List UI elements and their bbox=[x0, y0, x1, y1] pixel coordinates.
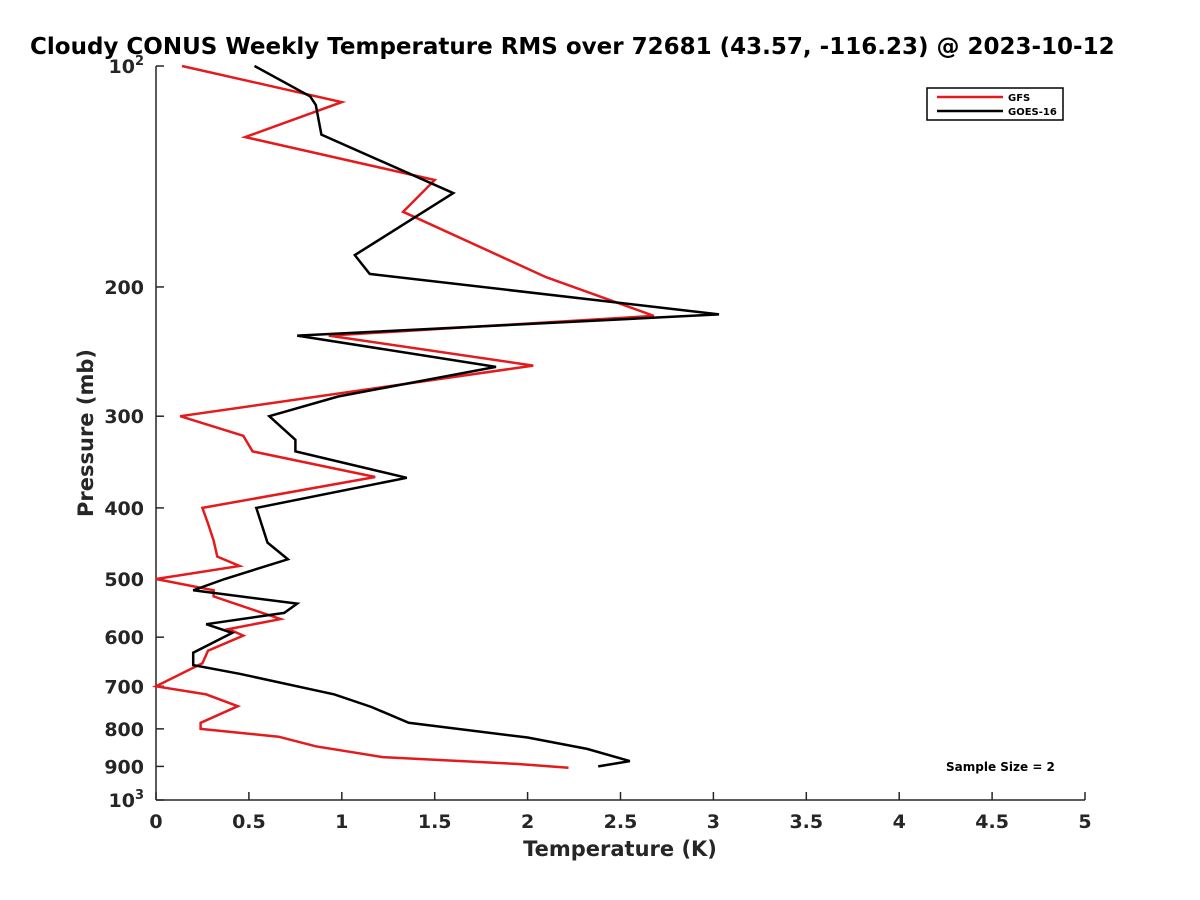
y-tick-label: 103 bbox=[109, 788, 145, 812]
legend-label-goes16: GOES-16 bbox=[1008, 107, 1057, 118]
y-tick-label: 200 bbox=[104, 277, 144, 299]
series-line-gfs bbox=[151, 64, 655, 770]
x-tick-label: 0 bbox=[149, 811, 162, 833]
chart-title: Cloudy CONUS Weekly Temperature RMS over… bbox=[30, 34, 1115, 60]
y-tick-label: 102 bbox=[109, 54, 145, 78]
x-tick-label: 2 bbox=[521, 811, 534, 833]
y-tick-label: 600 bbox=[104, 627, 144, 649]
x-tick-label: 1 bbox=[335, 811, 348, 833]
x-tick-label: 4.5 bbox=[975, 811, 1009, 833]
x-tick-label: 3 bbox=[707, 811, 720, 833]
y-tick-label: 800 bbox=[104, 719, 144, 741]
legend: GFS GOES-16 bbox=[926, 87, 1064, 121]
y-tick-label: 900 bbox=[104, 756, 144, 778]
series-line-goes-16 bbox=[191, 64, 720, 768]
sample-size-annotation: Sample Size = 2 bbox=[946, 760, 1055, 774]
x-tick-label: 5 bbox=[1078, 811, 1091, 833]
y-tick-label: 700 bbox=[104, 676, 144, 698]
plot-area: 0 0.5 1 1.5 2 2.5 3 3.5 4 4.5 5 102 200 300 400 500 600 7… bbox=[104, 54, 1091, 833]
y-tick-label: 500 bbox=[104, 569, 144, 591]
x-tick-label: 4 bbox=[893, 811, 906, 833]
y-axis-label: Pressure (mb) bbox=[74, 349, 98, 517]
x-tick-label: 1.5 bbox=[418, 811, 452, 833]
y-tick-label: 400 bbox=[104, 498, 144, 520]
y-tick-label: 300 bbox=[104, 406, 144, 428]
x-axis-label: Temperature (K) bbox=[523, 837, 717, 861]
x-tick-label: 0.5 bbox=[232, 811, 266, 833]
x-tick-label: 3.5 bbox=[789, 811, 823, 833]
legend-box bbox=[926, 87, 1064, 121]
x-tick-label: 2.5 bbox=[604, 811, 638, 833]
legend-label-gfs: GFS bbox=[1008, 93, 1030, 104]
